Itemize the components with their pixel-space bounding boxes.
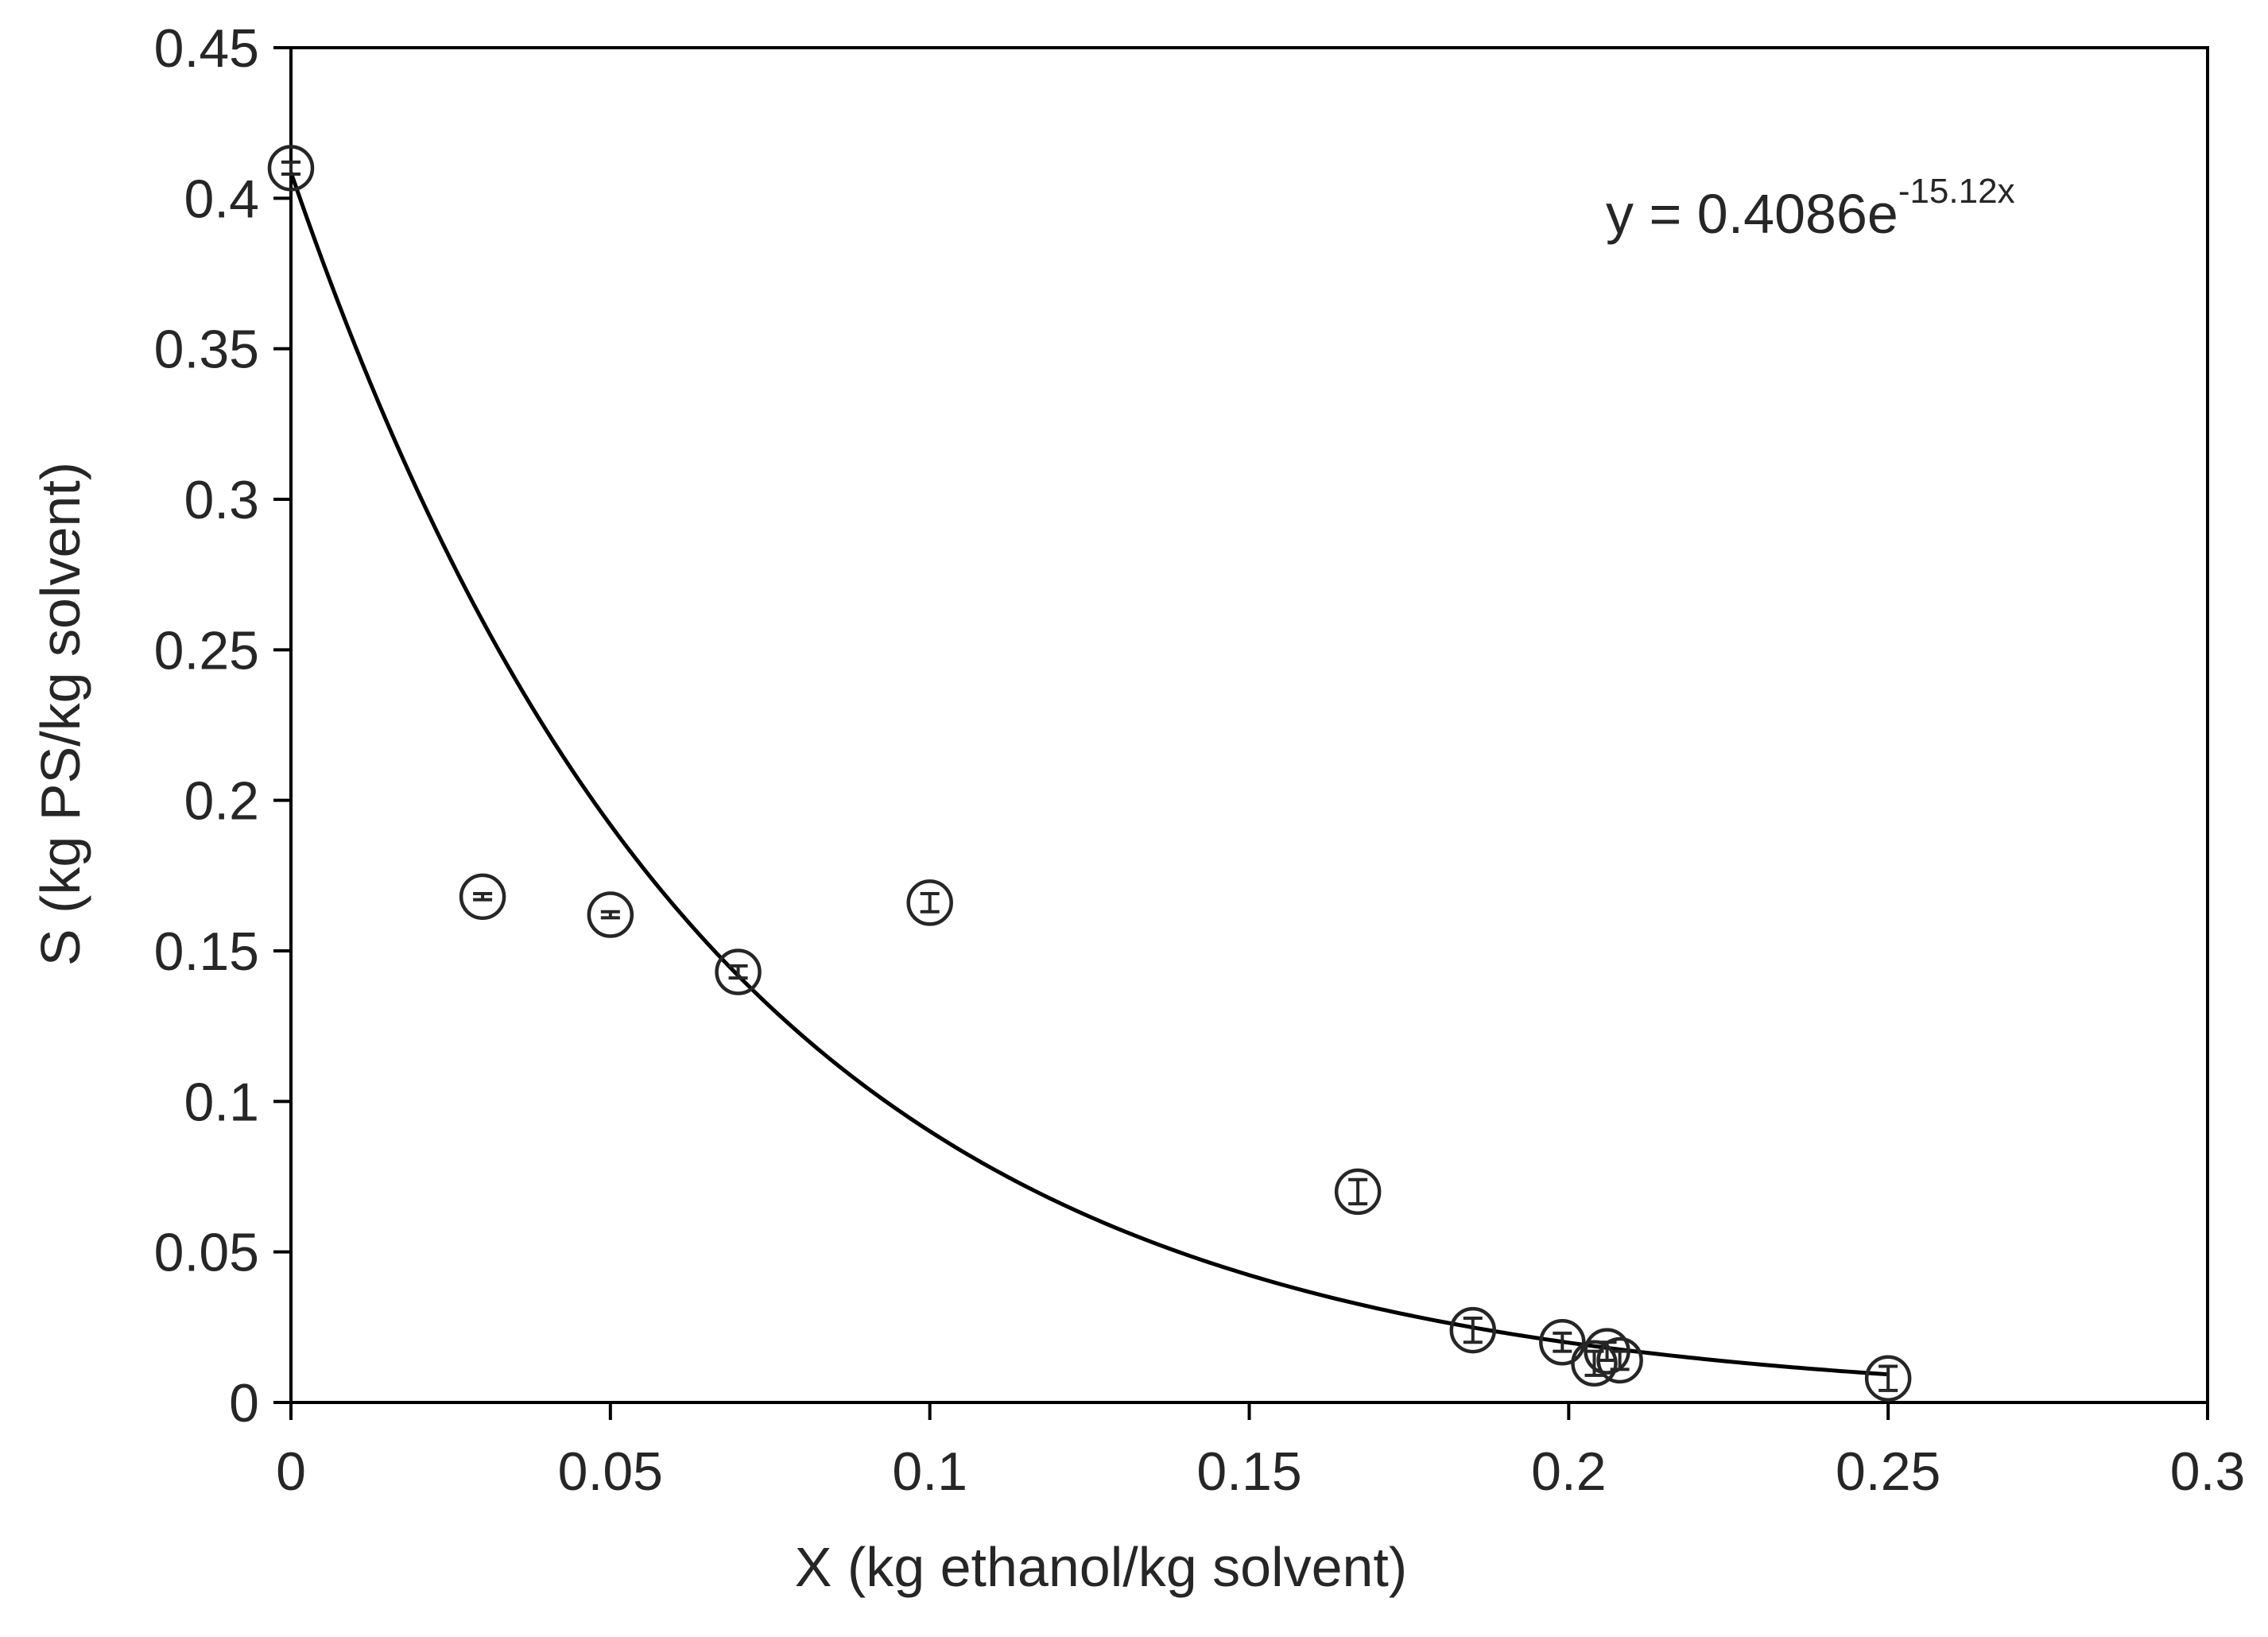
y-tick-label: 0.3 (184, 470, 259, 530)
data-point (906, 879, 953, 926)
y-axis-ticks: 0 0.05 0.1 0.15 0.2 0.25 0.3 0.35 0.4 0.45 (154, 18, 291, 1433)
point-marker (906, 879, 953, 926)
y-tick-label: 0 (229, 1373, 259, 1433)
data-points (267, 145, 1912, 1402)
data-point (1449, 1306, 1497, 1354)
data-point (1596, 1336, 1643, 1384)
x-tick-label: 0.2 (1531, 1441, 1607, 1502)
point-marker (1539, 1319, 1586, 1366)
point-marker (267, 145, 315, 192)
data-point (715, 948, 762, 995)
trendline-equation: y = 0.4086e-15.12x (1606, 172, 2015, 245)
equation-main: y = 0.4086e (1606, 183, 1898, 245)
x-tick-label: 0.05 (558, 1441, 663, 1502)
x-tick-label: 0.3 (2170, 1441, 2246, 1502)
point-marker (459, 873, 506, 921)
point-marker (715, 948, 762, 995)
x-tick-label: 0 (276, 1441, 306, 1502)
x-tick-label: 0.1 (892, 1441, 967, 1502)
data-point (267, 145, 315, 192)
plot-area (289, 46, 2209, 1404)
data-point (1864, 1355, 1912, 1402)
y-tick-label: 0.25 (154, 620, 259, 681)
x-axis-label: X (kg ethanol/kg solvent) (795, 1536, 1407, 1598)
y-tick-label: 0.1 (184, 1072, 259, 1132)
y-tick-label: 0.15 (154, 921, 259, 982)
point-marker (587, 891, 634, 938)
y-tick-label: 0.4 (184, 169, 259, 229)
y-axis-label: S (kg PS/kg solvent) (29, 462, 91, 966)
y-tick-label: 0.05 (154, 1223, 259, 1283)
y-tick-label: 0.35 (154, 320, 259, 380)
plot-frame (289, 46, 2209, 1404)
data-point (1539, 1319, 1586, 1366)
y-tick-label: 0.45 (154, 18, 259, 79)
equation-exponent: -15.12x (1898, 172, 2015, 211)
point-marker (1864, 1355, 1912, 1402)
point-marker (1334, 1168, 1382, 1216)
data-point (587, 891, 634, 938)
point-marker (1596, 1336, 1643, 1384)
point-marker (1571, 1340, 1618, 1387)
x-axis-ticks: 0 0.05 0.1 0.15 0.2 0.25 0.3 (276, 1402, 2245, 1502)
point-marker (1449, 1306, 1497, 1354)
data-point (1334, 1168, 1382, 1216)
trendline-exponential (289, 171, 1889, 1377)
data-point (459, 873, 506, 921)
x-tick-label: 0.25 (1836, 1441, 1940, 1502)
x-tick-label: 0.15 (1196, 1441, 1301, 1502)
y-tick-label: 0.2 (184, 771, 259, 832)
